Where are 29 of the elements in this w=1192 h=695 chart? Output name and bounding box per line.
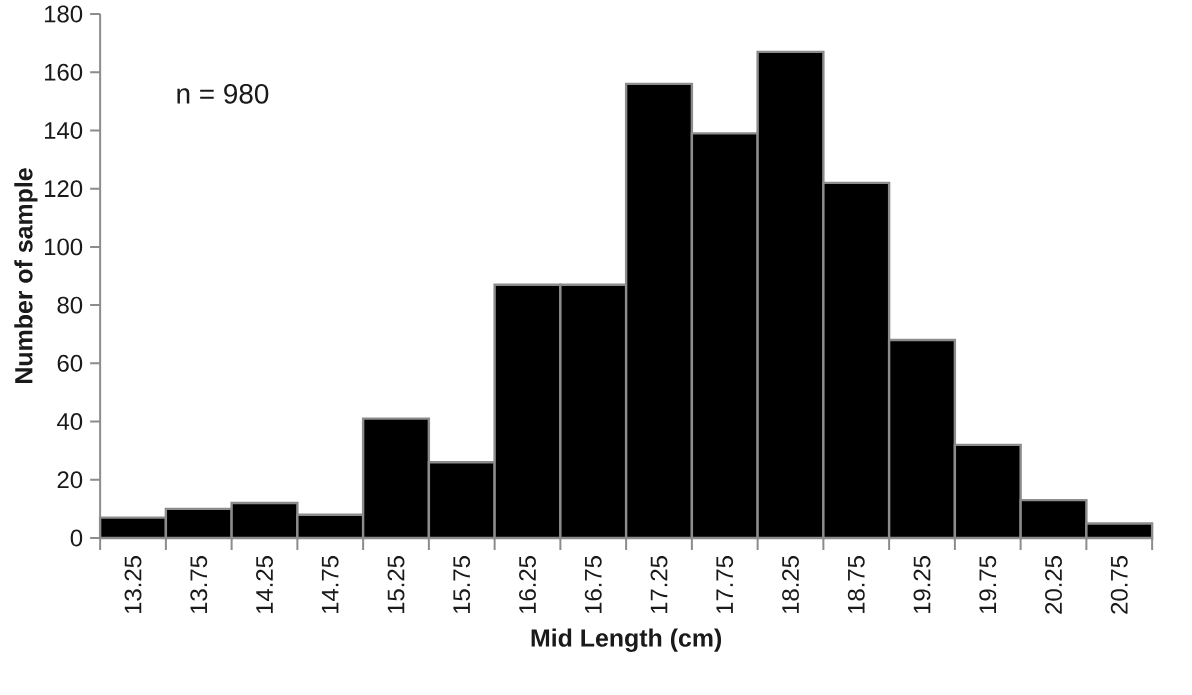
- x-tick-label: 17.75: [716, 556, 734, 614]
- y-tick-label: 20: [57, 471, 83, 489]
- y-tick-label: 100: [45, 238, 83, 256]
- x-axis-title: Mid Length (cm): [531, 628, 722, 652]
- x-tick-label: 20.75: [1110, 556, 1128, 614]
- x-tick-label: 16.75: [584, 556, 602, 614]
- x-tick-label: 14.25: [256, 556, 273, 614]
- y-tick-label: 120: [45, 180, 83, 198]
- y-tick-label: 0: [70, 529, 83, 547]
- y-tick-label: 80: [57, 296, 83, 314]
- x-tick-label: 15.75: [453, 556, 471, 614]
- annotation: n = 980: [177, 83, 269, 104]
- x-tick-label: 19.75: [979, 556, 997, 614]
- x-tick-label: 14.75: [321, 556, 339, 614]
- x-tick-label: 13.25: [124, 556, 142, 614]
- x-tick-label: 16.25: [519, 556, 536, 614]
- x-tick-label: 18.75: [847, 556, 865, 614]
- x-tick-label: 17.25: [650, 556, 668, 614]
- x-tick-label: 19.25: [913, 556, 931, 614]
- x-tick-label: 20.25: [1045, 556, 1062, 614]
- x-tick-label: 13.75: [190, 556, 208, 614]
- y-tick-label: 160: [45, 63, 83, 81]
- y-tick-label: 40: [57, 413, 83, 430]
- x-tick-label: 15.25: [387, 556, 405, 614]
- y-tick-label: 140: [45, 121, 83, 139]
- y-axis-title: Number of sample: [14, 168, 38, 383]
- x-tick-label: 18.25: [782, 556, 799, 614]
- y-tick-label: 60: [57, 354, 83, 372]
- y-tick-label: 180: [45, 5, 83, 23]
